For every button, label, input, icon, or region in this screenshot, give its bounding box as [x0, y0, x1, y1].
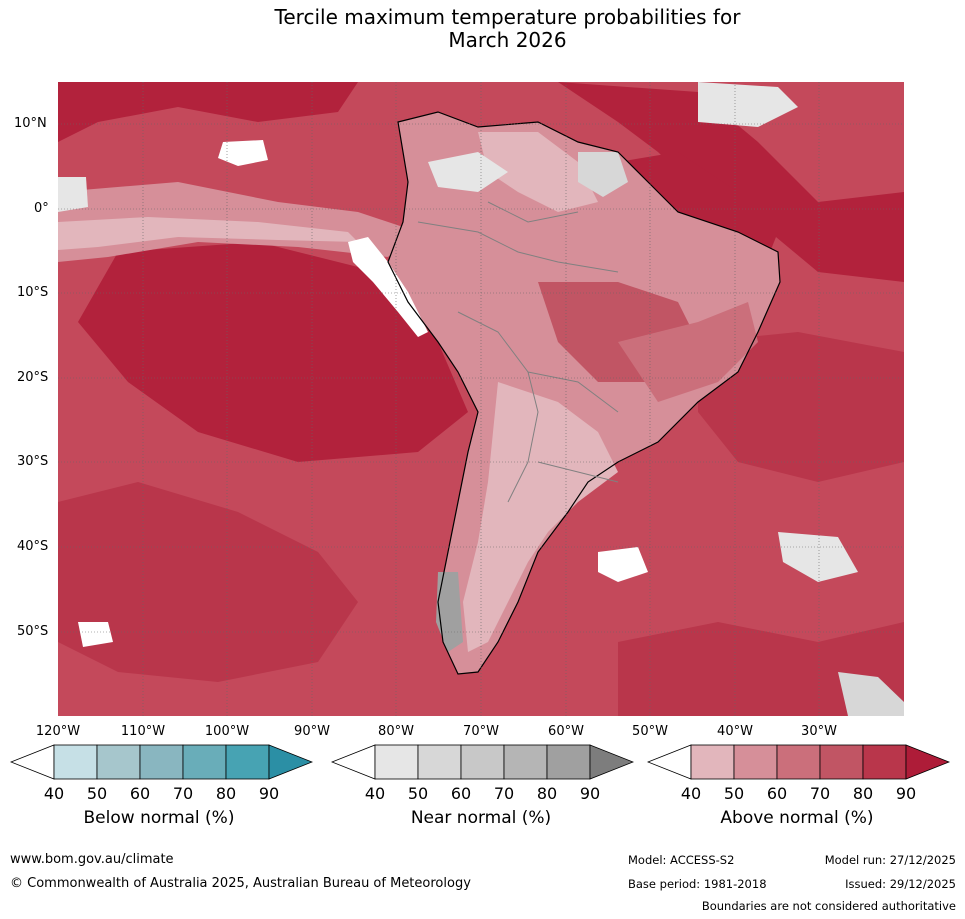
footer-model: Model: ACCESS-S2	[628, 853, 735, 867]
footer-model-run: Model run: 27/12/2025	[824, 853, 956, 867]
colorbar-above-normal	[646, 744, 951, 784]
lat-label-10s: 10°S	[17, 285, 49, 300]
lon-label-50w: 50°W	[632, 724, 668, 739]
colorbar-segment	[862, 744, 907, 780]
lon-label-40w: 40°W	[717, 724, 753, 739]
lat-label-40s: 40°S	[17, 539, 49, 554]
footer-base-period: Base period: 1981-2018	[628, 877, 767, 891]
colorbar-tick-label: 40	[43, 784, 65, 803]
colorbar-tick-label: 50	[86, 784, 108, 803]
colorbar-tick-label: 80	[852, 784, 874, 803]
colorbar-segment	[819, 744, 864, 780]
colorbar-min-triangle	[9, 744, 55, 780]
colorbar-tick-label: 90	[895, 784, 917, 803]
colorbar-segment	[53, 744, 98, 780]
map-canvas	[58, 82, 904, 716]
colorbar-tick-label: 60	[766, 784, 788, 803]
lon-label-110w: 110°W	[120, 724, 166, 739]
colorbar-tick-label: 40	[364, 784, 386, 803]
lon-label-90w: 90°W	[294, 724, 330, 739]
title-line-1: Tercile maximum temperature probabilitie…	[274, 5, 741, 29]
colorbar-segment	[690, 744, 735, 780]
colorbar-tick-label: 80	[215, 784, 237, 803]
colorbar-max-triangle	[905, 744, 951, 780]
colorbar-svg	[9, 744, 314, 780]
colorbar-tick-label: 90	[258, 784, 280, 803]
colorbar-svg	[646, 744, 951, 780]
footer-disclaimer: Boundaries are not considered authoritat…	[701, 899, 956, 913]
lat-label-20s: 20°S	[17, 370, 49, 385]
colorbar-max-triangle	[589, 744, 635, 780]
colorbar-title-above: Above normal (%)	[720, 808, 874, 828]
colorbar-segment	[374, 744, 419, 780]
title-line-2: March 2026	[448, 28, 567, 52]
chart-title: Tercile maximum temperature probabilitie…	[0, 6, 965, 52]
colorbar-svg	[330, 744, 635, 780]
lon-label-80w: 80°W	[378, 724, 414, 739]
forecast-map[interactable]	[58, 82, 904, 716]
colorbar-segment	[225, 744, 270, 780]
footer-url[interactable]: www.bom.gov.au/climate	[10, 852, 174, 867]
colorbar-tick-label: 70	[493, 784, 515, 803]
colorbar-max-triangle	[268, 744, 314, 780]
colorbar-segment	[139, 744, 184, 780]
footer-copyright: © Commonwealth of Australia 2025, Austra…	[10, 876, 471, 891]
colorbar-near-normal	[330, 744, 635, 784]
footer-issued: Issued: 29/12/2025	[845, 877, 956, 891]
colorbar-min-triangle	[330, 744, 376, 780]
lon-label-60w: 60°W	[548, 724, 584, 739]
lon-label-100w: 100°W	[204, 724, 250, 739]
colorbar-segment	[733, 744, 778, 780]
colorbar-tick-label: 40	[680, 784, 702, 803]
colorbar-tick-label: 70	[809, 784, 831, 803]
colorbar-below-normal	[9, 744, 314, 784]
lat-label-10n: 10°N	[14, 116, 47, 131]
colorbar-title-near: Near normal (%)	[410, 808, 552, 828]
colorbar-min-triangle	[646, 744, 692, 780]
colorbar-segment	[182, 744, 227, 780]
lat-label-0: 0°	[34, 201, 49, 216]
lon-label-70w: 70°W	[463, 724, 499, 739]
lon-label-120w: 120°W	[35, 724, 81, 739]
colorbar-tick-label: 60	[129, 784, 151, 803]
colorbar-segment	[460, 744, 505, 780]
colorbar-tick-label: 50	[723, 784, 745, 803]
colorbar-segment	[776, 744, 821, 780]
colorbar-tick-label: 80	[536, 784, 558, 803]
colorbar-tick-label: 90	[579, 784, 601, 803]
colorbar-tick-label: 50	[407, 784, 429, 803]
colorbar-segment	[96, 744, 141, 780]
colorbar-tick-label: 70	[172, 784, 194, 803]
colorbar-tick-label: 60	[450, 784, 472, 803]
lon-label-30w: 30°W	[801, 724, 837, 739]
colorbar-segment	[417, 744, 462, 780]
lat-label-50s: 50°S	[17, 624, 49, 639]
colorbar-title-below: Below normal (%)	[83, 808, 235, 828]
colorbar-segment	[546, 744, 591, 780]
colorbar-segment	[503, 744, 548, 780]
lat-label-30s: 30°S	[17, 454, 49, 469]
